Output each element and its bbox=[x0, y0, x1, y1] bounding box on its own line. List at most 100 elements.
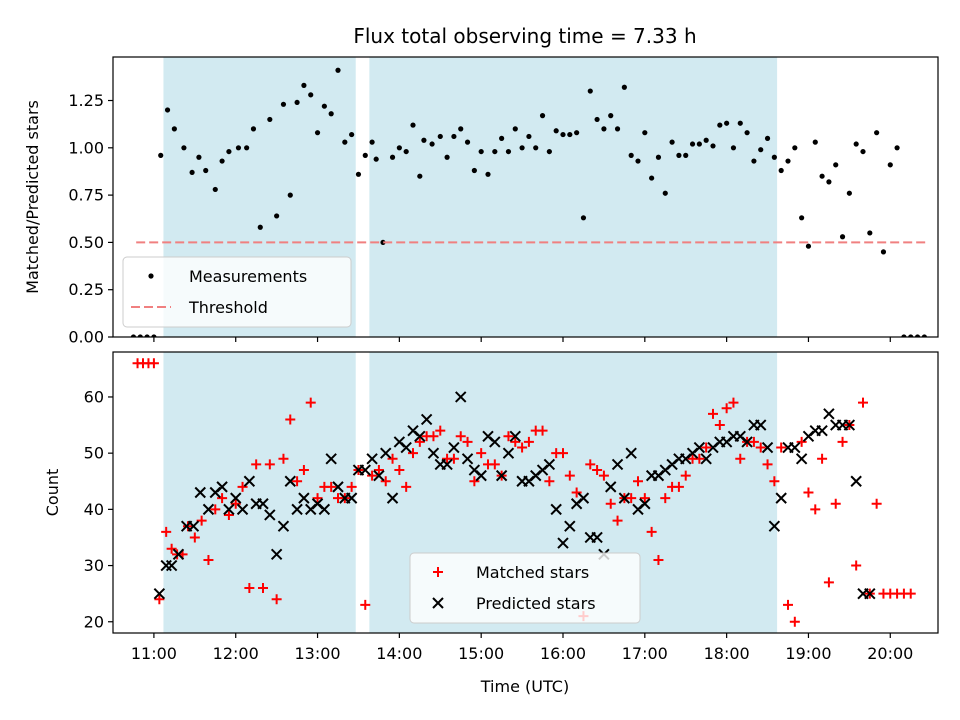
matched-star-point bbox=[789, 616, 800, 627]
measurement-point bbox=[819, 173, 825, 179]
measurement-point bbox=[771, 154, 777, 160]
matched-star-point bbox=[598, 470, 609, 481]
predicted-star-point bbox=[325, 453, 337, 465]
matched-star-point bbox=[523, 436, 534, 447]
measurement-point bbox=[594, 116, 600, 123]
matched-star-point bbox=[230, 498, 241, 509]
matched-star-point bbox=[414, 436, 425, 447]
measurement-point bbox=[164, 107, 171, 113]
legend-label: Threshold bbox=[188, 298, 268, 317]
measurement-point bbox=[444, 154, 450, 160]
x-tick-label: 15:00 bbox=[458, 644, 504, 663]
matched-star-point bbox=[305, 397, 316, 408]
predicted-star-point bbox=[475, 469, 487, 482]
measurement-point bbox=[373, 156, 379, 162]
predicted-star-point bbox=[172, 548, 185, 561]
measurement-point bbox=[635, 158, 641, 164]
measurement-point bbox=[792, 145, 798, 151]
matched-star-point bbox=[503, 431, 514, 442]
matched-star-point bbox=[633, 476, 643, 487]
measurement-point bbox=[785, 158, 791, 164]
matched-star-point bbox=[380, 476, 391, 487]
predicted-star-point bbox=[366, 453, 378, 465]
x-tick-label: 17:00 bbox=[622, 644, 668, 663]
measurement-point bbox=[171, 126, 177, 132]
matched-star-point bbox=[292, 476, 303, 487]
measurement-point bbox=[867, 230, 873, 236]
measurement-point bbox=[485, 171, 491, 177]
matched-star-point bbox=[258, 583, 268, 594]
predicted-star-point bbox=[202, 503, 215, 516]
measurement-point bbox=[144, 334, 150, 337]
matched-star-point bbox=[154, 594, 165, 605]
measurement-point bbox=[499, 135, 505, 141]
matched-star-point bbox=[571, 487, 582, 498]
matched-star-point bbox=[210, 504, 221, 515]
matched-star-point bbox=[161, 526, 172, 537]
measurement-point bbox=[280, 101, 287, 107]
matched-star-point bbox=[326, 481, 337, 492]
matched-star-point bbox=[448, 453, 459, 464]
measurement-point bbox=[846, 190, 852, 196]
measurement-point bbox=[137, 334, 143, 337]
measurement-point bbox=[751, 158, 757, 164]
measurement-point bbox=[730, 145, 737, 151]
predicted-star-point bbox=[502, 447, 515, 459]
measurement-point bbox=[567, 131, 573, 138]
measurement-point bbox=[539, 113, 546, 119]
predicted-star-point bbox=[577, 492, 590, 504]
matched-star-point bbox=[714, 420, 725, 431]
measurement-point bbox=[717, 122, 723, 128]
matched-star-point bbox=[251, 459, 262, 470]
x-tick-label: 19:00 bbox=[785, 644, 831, 663]
measurement-point bbox=[696, 141, 702, 147]
matched-star-point bbox=[708, 408, 718, 419]
matched-star-point bbox=[858, 397, 868, 408]
measurement-point bbox=[512, 126, 518, 132]
measurement-point bbox=[301, 82, 307, 88]
measurement-point bbox=[887, 162, 893, 168]
measurement-point bbox=[587, 88, 593, 94]
legend-dot-marker bbox=[148, 273, 154, 279]
measurement-point bbox=[257, 224, 263, 230]
measurement-point bbox=[471, 167, 477, 174]
measurement-point bbox=[826, 179, 832, 185]
measurement-point bbox=[203, 167, 209, 174]
measurement-point bbox=[250, 126, 257, 132]
matched-star-point bbox=[673, 481, 684, 492]
measurement-point bbox=[812, 139, 818, 145]
matched-star-point bbox=[373, 465, 384, 476]
matched-star-point bbox=[680, 470, 691, 481]
matched-star-point bbox=[605, 498, 616, 509]
matched-star-point bbox=[148, 358, 159, 369]
legend-label: Predicted stars bbox=[476, 594, 596, 613]
count-legend: Matched stars Predicted stars bbox=[409, 552, 641, 624]
predicted-star-point bbox=[755, 419, 767, 431]
measurement-point bbox=[874, 130, 880, 136]
predicted-star-point bbox=[165, 559, 178, 572]
count-series-1 bbox=[153, 391, 876, 600]
y-tick-label: 30 bbox=[84, 556, 104, 575]
measurement-point bbox=[396, 145, 402, 151]
matched-star-point bbox=[762, 459, 773, 470]
matched-star-point bbox=[830, 498, 841, 509]
y-tick-label: 0.25 bbox=[68, 280, 104, 299]
predicted-star-point bbox=[373, 469, 385, 482]
measurement-point bbox=[880, 249, 887, 255]
predicted-star-point bbox=[420, 413, 433, 426]
matched-star-point bbox=[312, 493, 323, 504]
predicted-star-point bbox=[345, 492, 358, 504]
matched-star-point bbox=[428, 431, 439, 442]
y-tick-label: 0.00 bbox=[68, 328, 104, 347]
predicted-star-point bbox=[850, 475, 862, 487]
x-tick-label: 18:00 bbox=[704, 644, 750, 663]
measurement-point bbox=[369, 139, 375, 145]
matched-star-point bbox=[455, 431, 466, 442]
measurement-point bbox=[212, 186, 218, 193]
matched-star-point bbox=[735, 453, 746, 464]
measurement-point bbox=[737, 120, 743, 126]
matched-star-point bbox=[244, 583, 255, 594]
matched-star-point bbox=[851, 560, 862, 571]
count-observing-window-1 bbox=[163, 352, 356, 633]
predicted-star-point bbox=[489, 436, 501, 448]
